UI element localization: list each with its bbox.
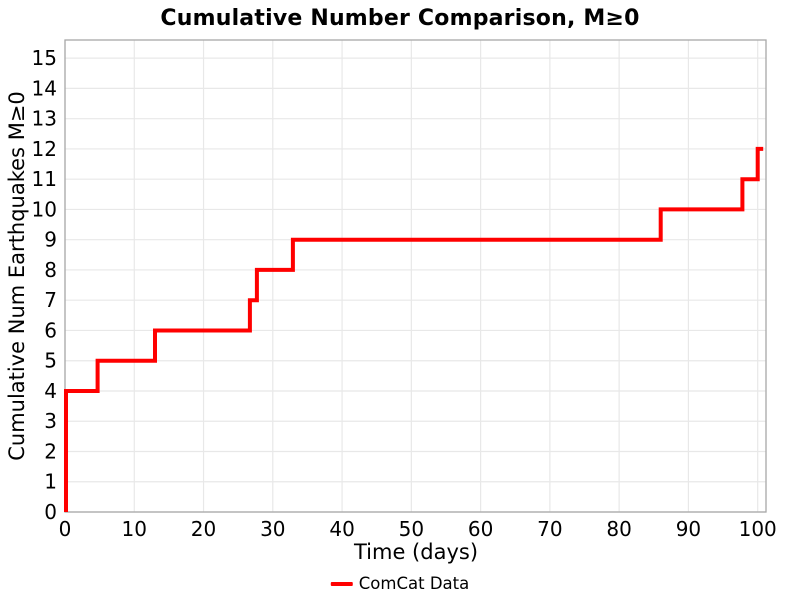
x-tick-label: 0 [59,517,72,541]
y-tick-label: 0 [44,500,57,524]
axes-frame [64,39,767,513]
y-tick-label: 13 [32,107,57,131]
x-tick-label: 40 [329,517,354,541]
y-tick-label: 9 [44,228,57,252]
y-axis-label: Cumulative Num Earthquakes M≥0 [5,91,29,461]
x-tick-label: 70 [537,517,562,541]
legend: ComCat Data [330,574,470,593]
y-tick-label: 12 [32,137,57,161]
y-tick-label: 4 [44,379,57,403]
x-tick-label: 60 [468,517,493,541]
chart-title: Cumulative Number Comparison, M≥0 [160,6,640,31]
y-tick-label: 10 [32,197,57,221]
y-tick-label: 1 [44,470,57,494]
x-tick-label: 50 [399,517,424,541]
y-tick-label: 14 [32,76,57,100]
y-tick-label: 11 [32,167,57,191]
x-tick-label: 20 [191,517,216,541]
y-tick-label: 3 [44,409,57,433]
y-tick-label: 15 [32,46,57,70]
x-tick-label: 80 [606,517,631,541]
legend-line-swatch [330,581,353,586]
x-tick-label: 10 [122,517,147,541]
y-tick-label: 5 [44,349,57,373]
y-tick-label: 8 [44,258,57,282]
x-tick-label: 100 [739,517,777,541]
y-tick-label: 2 [44,439,57,463]
series-line [64,146,764,512]
y-tick-label: 6 [44,318,57,342]
x-axis-label: Time (days) [353,540,479,564]
legend-label: ComCat Data [358,574,470,593]
x-tick-label: 30 [260,517,285,541]
x-tick-label: 90 [676,517,701,541]
y-tick-label: 7 [44,288,57,312]
